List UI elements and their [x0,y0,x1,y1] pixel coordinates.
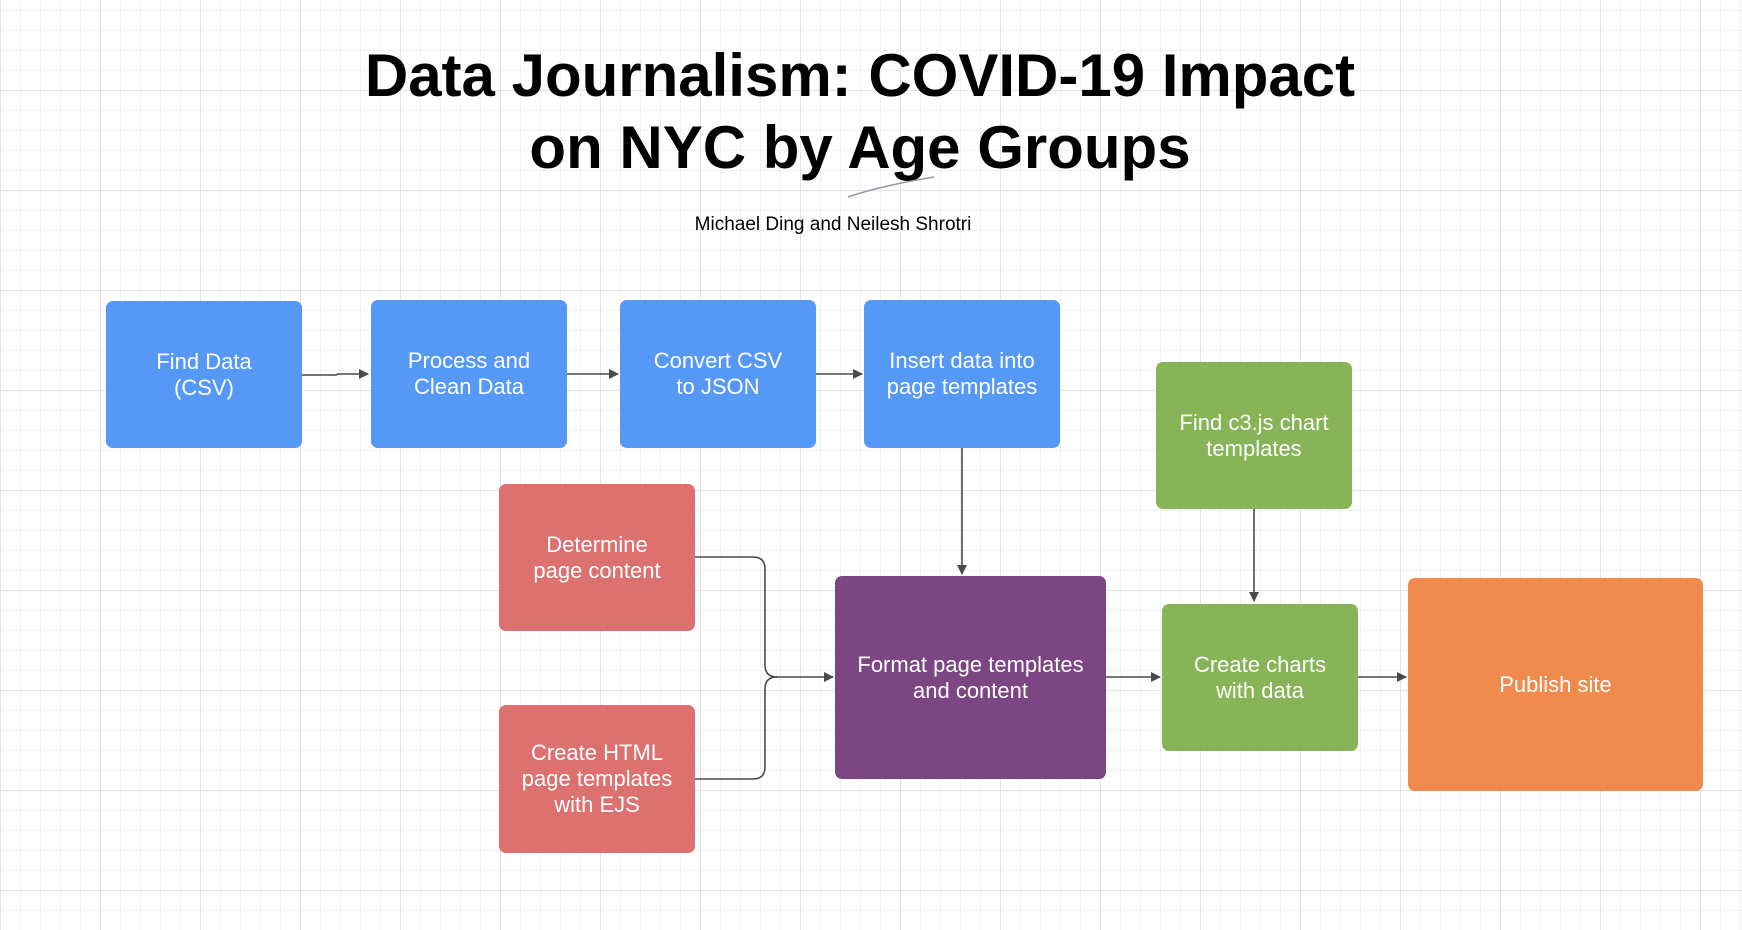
node-create-html-templates[interactable]: Create HTML page templates with EJS [499,705,695,853]
authors-subtitle: Michael Ding and Neilesh Shrotri [694,214,972,235]
node-find-c3-templates-label: Find c3.js chart templates [1179,409,1329,461]
node-publish-site-label: Publish site [1499,671,1612,697]
node-convert-csv-json-label: Convert CSV to JSON [653,348,783,399]
node-insert-data[interactable]: Insert data into page templates [864,300,1060,448]
node-convert-csv-json[interactable]: Convert CSV to JSON [620,300,816,448]
title-line-1: Data Journalism: COVID-19 Impact [364,42,1356,109]
node-find-c3-templates[interactable]: Find c3.js chart templates [1156,362,1352,509]
node-determine-page-content-label: Determine page content [533,531,661,583]
node-format-page-templates-label: Format page templates and content [857,651,1084,703]
connector-determine-to-format [695,556,834,682]
node-create-charts[interactable]: Create charts with data [1162,604,1358,751]
node-insert-data-label: Insert data into page templates [886,348,1038,399]
node-find-data[interactable]: Find Data (CSV) [106,301,302,448]
connector-html-to-format [695,676,778,780]
page-title: Data Journalism: COVID-19 Impact on NYC … [270,40,1450,184]
node-find-data-label: Find Data (CSV) [156,348,252,400]
node-create-html-templates-label: Create HTML page templates with EJS [521,740,673,817]
node-process-clean-data-label: Process and Clean Data [407,348,531,399]
node-create-charts-label: Create charts with data [1193,651,1327,703]
node-publish-site[interactable]: Publish site [1408,578,1703,791]
title-line-2: on NYC by Age Groups [529,114,1191,181]
connector-find-to-process [302,369,369,379]
node-format-page-templates[interactable]: Format page templates and content [835,576,1106,779]
node-process-clean-data[interactable]: Process and Clean Data [371,300,567,448]
node-determine-page-content[interactable]: Determine page content [499,484,695,631]
